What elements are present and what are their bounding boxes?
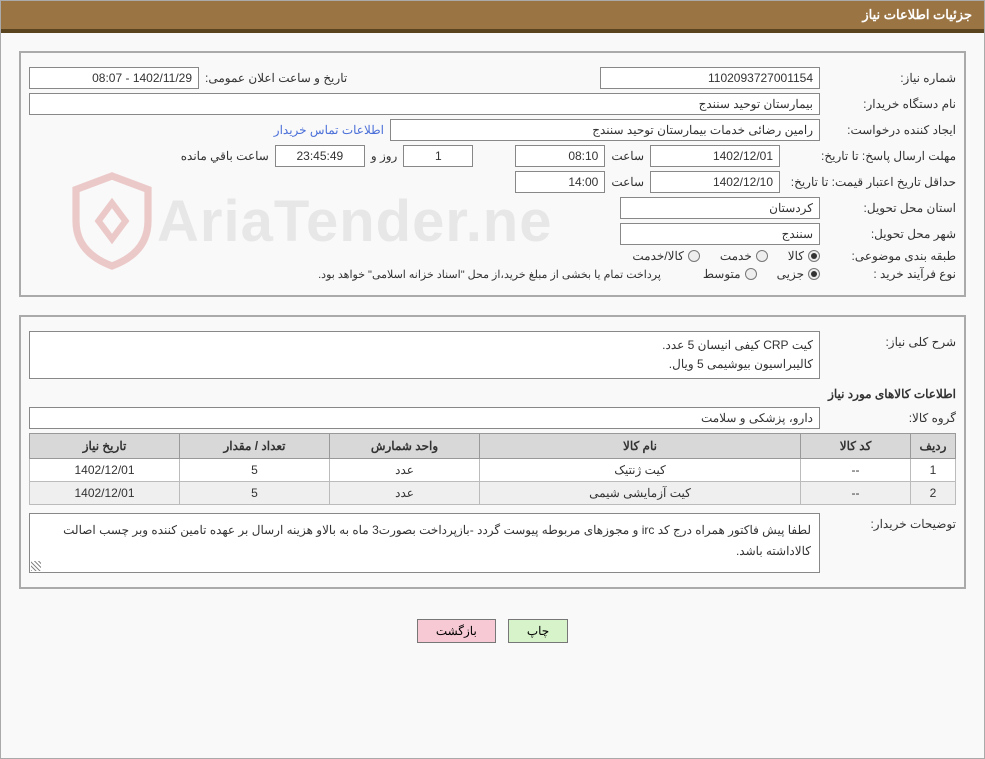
th-code: کد کالا (801, 434, 911, 459)
cell-unit: عدد (330, 459, 480, 482)
announce-value: 1402/11/29 - 08:07 (29, 67, 199, 89)
group-label: گروه کالا: (826, 411, 956, 425)
button-bar: چاپ بازگشت (1, 607, 984, 661)
row-city: شهر محل تحویل: سنندج (29, 223, 956, 245)
row-province: استان محل تحویل: کردستان (29, 197, 956, 219)
details-section: شماره نیاز: 1102093727001154 تاریخ و ساع… (19, 51, 966, 297)
summary-label: شرح کلی نیاز: (826, 331, 956, 349)
summary-value: کیت CRP کیفی انیسان 5 عدد. کالیبراسیون ب… (29, 331, 820, 379)
cell-index: 2 (911, 482, 956, 505)
radio-service-label: خدمت (720, 249, 752, 263)
requester-label: ایجاد کننده درخواست: (826, 123, 956, 137)
city-label: شهر محل تحویل: (826, 227, 956, 241)
announce-label: تاریخ و ساعت اعلان عمومی: (205, 71, 347, 85)
need-number-label: شماره نیاز: (826, 71, 956, 85)
radio-medium-label: متوسط (703, 267, 741, 281)
need-number-value: 1102093727001154 (600, 67, 820, 89)
row-purchase-type: نوع فرآیند خرید : جزیی متوسط پرداخت تمام… (29, 267, 956, 281)
resize-handle-icon[interactable] (31, 561, 41, 571)
radio-service-icon (756, 250, 768, 262)
row-need-number: شماره نیاز: 1102093727001154 تاریخ و ساع… (29, 67, 956, 89)
cell-unit: عدد (330, 482, 480, 505)
deadline-time: 08:10 (515, 145, 605, 167)
buyer-org-value: بیمارستان توحید سنندج (29, 93, 820, 115)
buyer-notes-label: توضیحات خریدار: (826, 513, 956, 531)
buyer-org-label: نام دستگاه خریدار: (826, 97, 956, 111)
cell-index: 1 (911, 459, 956, 482)
page-container: جزئیات اطلاعات نیاز AriaTender.ne شماره … (0, 0, 985, 759)
radio-small-icon (808, 268, 820, 280)
th-qty: تعداد / مقدار (180, 434, 330, 459)
row-deadline: مهلت ارسال پاسخ: تا تاریخ: 1402/12/01 سا… (29, 145, 956, 167)
buyer-notes-text: لطفا پیش فاکتور همراه درج کد irc و مجوزه… (63, 523, 811, 557)
table-row: 2 -- کیت آزمایشی شیمی عدد 5 1402/12/01 (30, 482, 956, 505)
radio-goods-label: کالا (788, 249, 804, 263)
days-label: روز و (371, 149, 398, 163)
province-value: کردستان (620, 197, 820, 219)
radio-goods-service-icon (688, 250, 700, 262)
back-button[interactable]: بازگشت (417, 619, 496, 643)
contact-link[interactable]: اطلاعات تماس خریدار (274, 123, 384, 137)
th-unit: واحد شمارش (330, 434, 480, 459)
row-group: گروه کالا: دارو، پزشکی و سلامت (29, 407, 956, 429)
row-category: طبقه بندی موضوعی: کالا خدمت کالا/خدمت (29, 249, 956, 263)
validity-label: حداقل تاریخ اعتبار قیمت: تا تاریخ: (786, 175, 956, 189)
cell-qty: 5 (180, 482, 330, 505)
remain-label: ساعت باقي مانده (181, 149, 269, 163)
radio-medium-icon (745, 268, 757, 280)
radio-goods[interactable]: کالا (788, 249, 820, 263)
table-body: 1 -- کیت ژنتیک عدد 5 1402/12/01 2 -- کیت… (30, 459, 956, 505)
cell-date: 1402/12/01 (30, 459, 180, 482)
cell-name: کیت آزمایشی شیمی (480, 482, 801, 505)
row-summary: شرح کلی نیاز: کیت CRP کیفی انیسان 5 عدد.… (29, 331, 956, 379)
print-button[interactable]: چاپ (508, 619, 568, 643)
th-date: تاریخ نیاز (30, 434, 180, 459)
cell-name: کیت ژنتیک (480, 459, 801, 482)
radio-small[interactable]: جزیی (777, 267, 820, 281)
page-header: جزئیات اطلاعات نیاز (1, 1, 984, 33)
category-label: طبقه بندی موضوعی: (826, 249, 956, 263)
countdown: 23:45:49 (275, 145, 365, 167)
row-buyer-notes: توضیحات خریدار: لطفا پیش فاکتور همراه در… (29, 513, 956, 573)
time-label-1: ساعت (611, 149, 644, 163)
deadline-label: مهلت ارسال پاسخ: تا تاریخ: (786, 149, 956, 163)
items-title: اطلاعات کالاهای مورد نیاز (29, 387, 956, 401)
radio-small-label: جزیی (777, 267, 804, 281)
radio-service[interactable]: خدمت (720, 249, 768, 263)
purchase-type-radio-group: جزیی متوسط (703, 267, 820, 281)
items-table: ردیف کد کالا نام کالا واحد شمارش تعداد /… (29, 433, 956, 505)
city-value: سنندج (620, 223, 820, 245)
category-radio-group: کالا خدمت کالا/خدمت (632, 249, 820, 263)
radio-goods-icon (808, 250, 820, 262)
th-index: ردیف (911, 434, 956, 459)
buyer-notes-value: لطفا پیش فاکتور همراه درج کد irc و مجوزه… (29, 513, 820, 573)
th-name: نام کالا (480, 434, 801, 459)
radio-medium[interactable]: متوسط (703, 267, 757, 281)
deadline-date: 1402/12/01 (650, 145, 780, 167)
row-buyer-org: نام دستگاه خریدار: بیمارستان توحید سنندج (29, 93, 956, 115)
items-section: شرح کلی نیاز: کیت CRP کیفی انیسان 5 عدد.… (19, 315, 966, 589)
table-row: 1 -- کیت ژنتیک عدد 5 1402/12/01 (30, 459, 956, 482)
row-requester: ایجاد کننده درخواست: رامین رضائی خدمات ب… (29, 119, 956, 141)
validity-time: 14:00 (515, 171, 605, 193)
group-value: دارو، پزشکی و سلامت (29, 407, 820, 429)
province-label: استان محل تحویل: (826, 201, 956, 215)
days-remaining: 1 (403, 145, 473, 167)
purchase-type-label: نوع فرآیند خرید : (826, 267, 956, 281)
row-validity: حداقل تاریخ اعتبار قیمت: تا تاریخ: 1402/… (29, 171, 956, 193)
cell-qty: 5 (180, 459, 330, 482)
cell-code: -- (801, 482, 911, 505)
requester-value: رامین رضائی خدمات بیمارستان توحید سنندج (390, 119, 820, 141)
purchase-note: پرداخت تمام یا بخشی از مبلغ خرید،از محل … (318, 268, 661, 281)
cell-date: 1402/12/01 (30, 482, 180, 505)
table-header-row: ردیف کد کالا نام کالا واحد شمارش تعداد /… (30, 434, 956, 459)
cell-code: -- (801, 459, 911, 482)
radio-goods-service[interactable]: کالا/خدمت (632, 249, 699, 263)
radio-goods-service-label: کالا/خدمت (632, 249, 683, 263)
time-label-2: ساعت (611, 175, 644, 189)
validity-date: 1402/12/10 (650, 171, 780, 193)
page-title: جزئیات اطلاعات نیاز (862, 7, 972, 22)
